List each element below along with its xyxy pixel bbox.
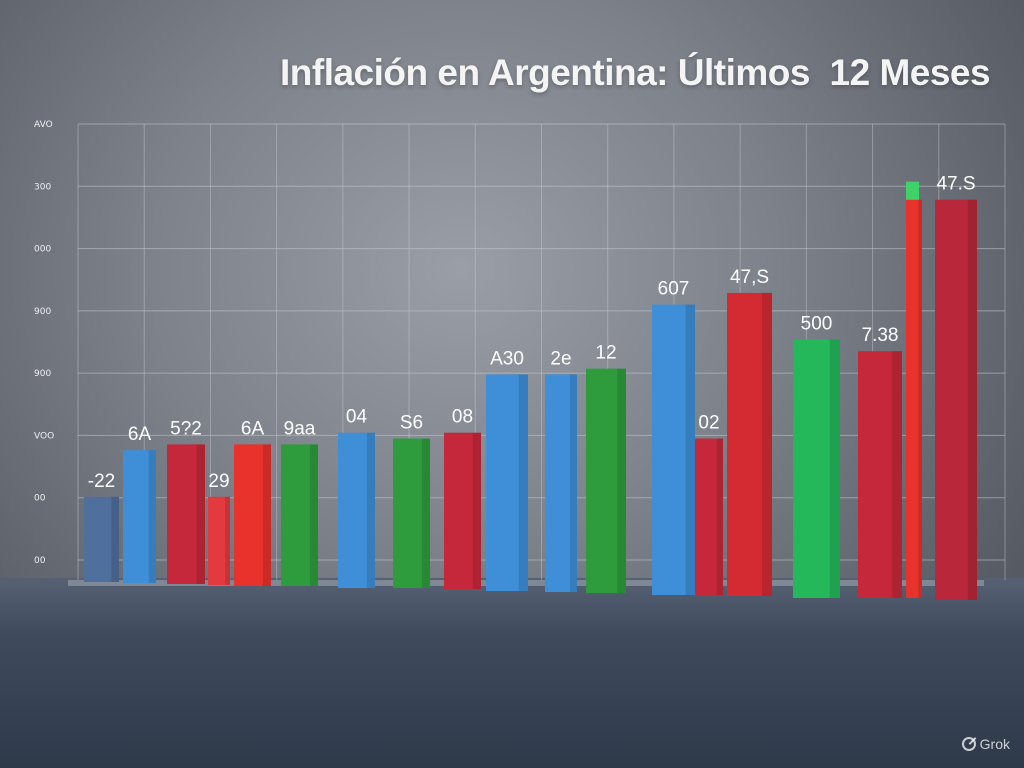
bar-shade [196,444,205,584]
bar [338,432,375,588]
bar-value-label: 7.38 [862,325,899,346]
chart-title: Inflación en Argentina: Últimos 12 Meses [280,52,991,93]
bar [652,304,695,595]
bar [935,199,977,600]
chart-bars [84,181,977,600]
bar-shade [892,351,902,598]
bar-shade [569,374,577,592]
floor-reflection [0,578,1024,768]
bar-value-label: 04 [346,407,368,428]
bar [444,432,481,589]
bar-shade [918,199,922,598]
bar-value-label: S6 [400,413,423,434]
bar [486,374,528,591]
y-tick-label: 00 [34,556,46,566]
bar-shade [617,368,626,593]
y-tick-label: AVO [34,120,53,130]
bar-shade [111,496,119,582]
bar [234,444,271,586]
chart-value-labels: -22 6A 5?2 29 6A 9aa 04 S6 08 A30 2e 12 607 02 47,S 500… [88,174,976,492]
y-axis-ticks: AVO 300 000 900 900 VOO 00 00 [34,120,54,566]
y-tick-label: 900 [34,369,51,379]
bar-value-label: A30 [490,348,524,369]
bar [393,438,430,588]
y-tick-label: 000 [34,245,51,255]
bar-shade [716,438,723,595]
bar-value-label: 29 [208,471,229,492]
bar-shade [366,432,375,588]
watermark-text: Grok [979,736,1010,752]
bar-value-label: 02 [698,413,719,434]
bar [727,292,772,596]
bar-shade [518,374,528,591]
bar [586,368,626,593]
bar-shade [967,199,977,600]
bar-shade [762,292,772,596]
y-tick-label: VOO [34,431,54,441]
y-tick-label: 00 [34,494,46,504]
bar [84,496,119,582]
bar-value-label: 08 [452,407,473,428]
bar-value-label: 12 [595,343,616,364]
bar [858,351,902,598]
bar-shade [148,450,156,583]
bar-shade [685,304,695,595]
y-tick-label: 900 [34,307,51,317]
bar-shade [829,339,840,598]
bar-value-label: 6A [128,424,152,445]
bar [281,444,318,586]
bar-shade [309,444,318,586]
bar [906,199,922,598]
y-tick-label: 300 [34,182,51,192]
bar-shade [472,432,481,589]
bar-value-label: -22 [88,471,115,492]
bar-shade [421,438,430,588]
bar-value-label: 500 [801,314,833,335]
bar-shade [262,444,271,586]
bar-value-label: 9aa [284,418,316,439]
bar [123,450,156,583]
bar-value-label: 2e [550,348,571,369]
bar-value-label: 47,S [730,267,769,288]
grok-watermark: Grok [961,736,1010,752]
bar-value-label: 6A [241,418,265,439]
bar [167,444,205,584]
bar [545,374,577,592]
grok-logo-icon [961,737,976,751]
bar-value-label: 47.S [936,174,975,195]
bar-value-label: 607 [658,279,690,300]
bar-cap [906,181,919,200]
bar [695,438,723,595]
bar [793,339,840,598]
bar-value-label: 5?2 [170,418,202,439]
bar [208,496,230,585]
bar-shade [225,496,230,585]
